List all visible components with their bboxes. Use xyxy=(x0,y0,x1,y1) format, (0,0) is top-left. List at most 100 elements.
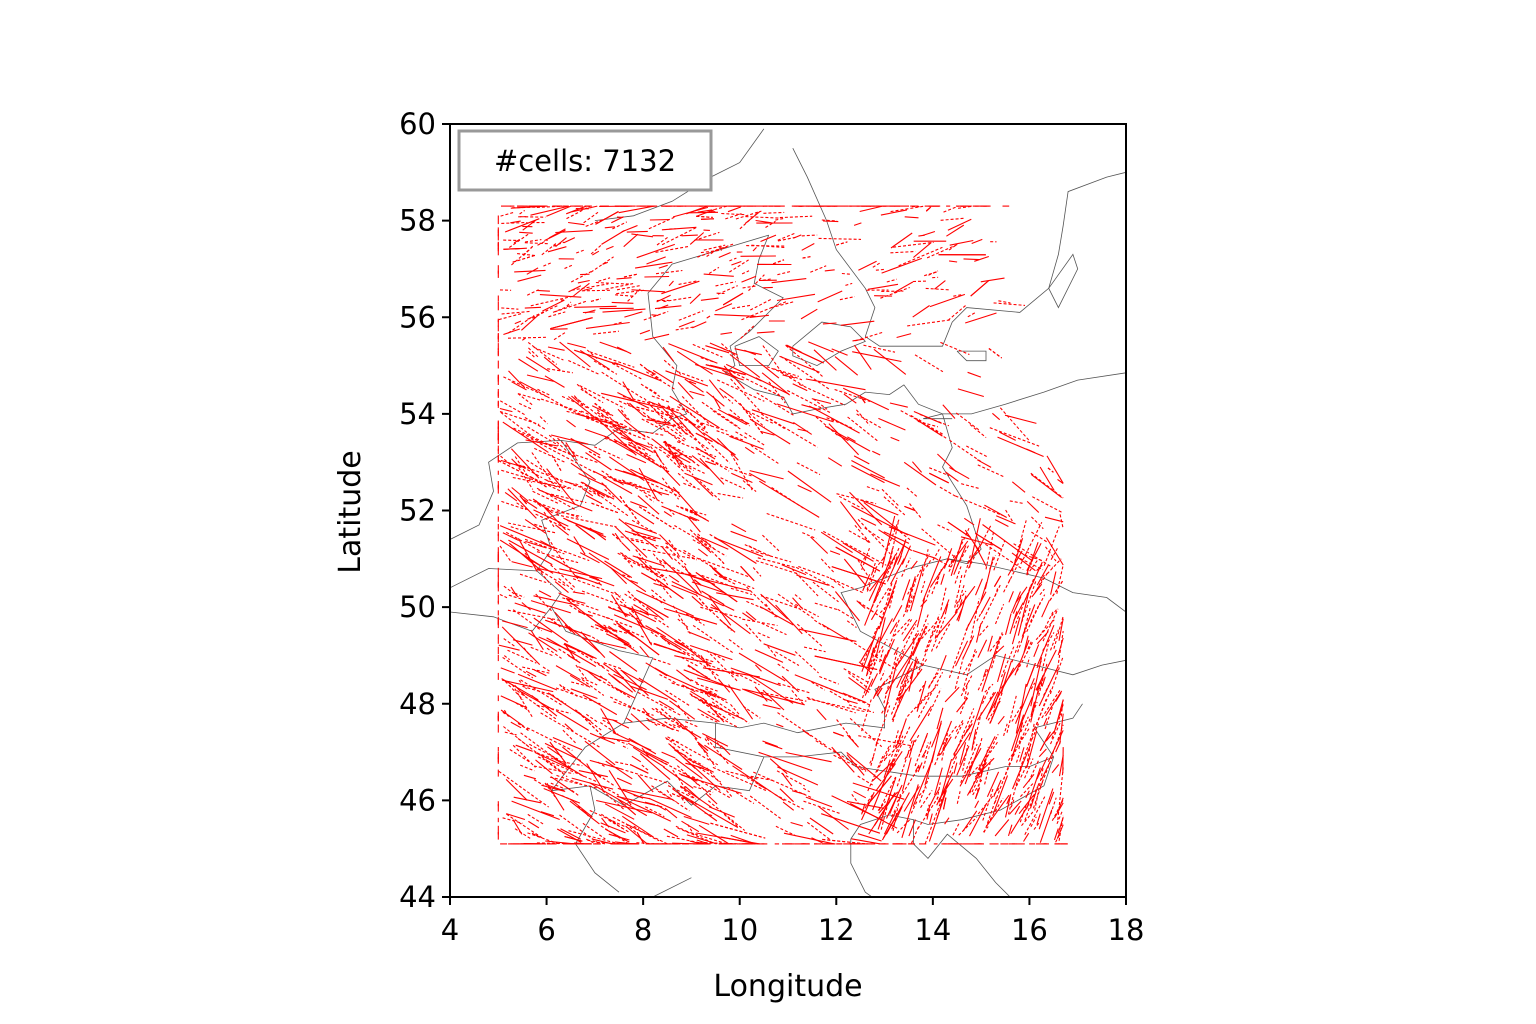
cell-track xyxy=(699,688,727,701)
cell-track xyxy=(550,782,564,789)
cell-track xyxy=(547,246,567,253)
cell-track xyxy=(785,345,824,378)
cell-track xyxy=(720,477,746,490)
border-line xyxy=(724,234,1126,415)
cell-track xyxy=(829,690,850,703)
cell-track xyxy=(955,640,969,667)
cell-track xyxy=(762,740,778,748)
cell-track xyxy=(953,294,962,297)
cell-track xyxy=(622,574,631,578)
cell-track xyxy=(531,452,554,484)
cell-track xyxy=(901,557,911,577)
cell-track xyxy=(776,293,816,302)
cell-track xyxy=(994,760,1011,803)
cell-track xyxy=(867,753,885,792)
cell-track xyxy=(527,813,545,826)
cell-track xyxy=(550,493,587,504)
cell-track xyxy=(550,755,573,769)
cell-track xyxy=(868,581,879,602)
cell-track xyxy=(775,825,796,837)
cell-track xyxy=(969,598,980,644)
cell-track xyxy=(846,800,885,809)
cell-track xyxy=(1036,563,1044,571)
cell-track xyxy=(695,446,716,460)
cell-track xyxy=(963,554,972,578)
cell-track xyxy=(717,285,738,295)
cell-track xyxy=(971,729,977,751)
cell-track xyxy=(534,751,574,771)
cell-track xyxy=(851,505,909,536)
cell-track xyxy=(1020,716,1029,733)
cell-track xyxy=(569,800,600,825)
cell-track xyxy=(993,540,1006,571)
cell-track xyxy=(1045,730,1055,742)
cell-track xyxy=(921,549,929,577)
cell-track xyxy=(1026,558,1039,576)
cell-track xyxy=(1036,699,1047,726)
cell-track xyxy=(620,669,649,697)
cell-track xyxy=(563,642,575,659)
cell-track xyxy=(900,410,945,436)
cell-track xyxy=(977,639,988,658)
cell-track xyxy=(589,576,615,587)
cell-track xyxy=(597,412,653,440)
cell-track xyxy=(886,542,906,582)
cell-track xyxy=(882,519,900,560)
cell-track xyxy=(688,429,707,452)
cell-track xyxy=(583,287,593,291)
cell-track xyxy=(595,281,631,285)
cell-track xyxy=(511,458,521,469)
cell-track xyxy=(936,720,953,757)
cell-track xyxy=(685,677,699,684)
cell-track xyxy=(696,535,710,546)
cell-track xyxy=(638,506,675,530)
cell-track xyxy=(1045,546,1057,562)
cell-track xyxy=(530,600,571,614)
cell-track xyxy=(848,676,870,693)
cell-track xyxy=(762,534,780,552)
cell-track xyxy=(564,480,575,485)
cell-track xyxy=(987,700,1001,721)
cell-track xyxy=(568,285,582,293)
cell-track xyxy=(679,793,739,828)
cell-track xyxy=(994,603,1005,625)
cell-track xyxy=(510,586,517,596)
cell-track xyxy=(520,679,563,706)
cell-track xyxy=(790,821,803,827)
cell-track xyxy=(856,413,881,429)
cell-track xyxy=(713,536,757,564)
cell-track xyxy=(765,603,776,618)
cell-track xyxy=(500,211,514,217)
cell-track xyxy=(566,598,607,631)
cell-track xyxy=(590,298,602,302)
cell-track xyxy=(1048,791,1055,805)
cell-track xyxy=(861,698,872,732)
cell-track xyxy=(613,614,658,634)
cell-track xyxy=(555,229,593,234)
cell-track xyxy=(763,211,785,214)
cell-track xyxy=(873,680,886,697)
cell-track xyxy=(648,400,679,414)
cell-track xyxy=(1019,725,1036,770)
cell-track xyxy=(994,587,999,597)
cell-track xyxy=(631,539,670,549)
cell-track xyxy=(502,421,549,453)
cell-track xyxy=(1030,665,1041,707)
cell-track xyxy=(708,266,720,274)
cell-track xyxy=(705,364,746,376)
cell-track xyxy=(904,505,916,512)
cell-track xyxy=(558,592,574,601)
cell-track xyxy=(547,346,565,351)
cell-track xyxy=(586,838,596,845)
cell-track xyxy=(901,579,911,601)
cell-track xyxy=(638,677,677,703)
cell-track xyxy=(676,441,717,458)
cell-track xyxy=(803,800,840,814)
cell-track xyxy=(906,692,930,717)
cell-track xyxy=(633,604,649,614)
cell-track xyxy=(598,277,611,282)
cell-track xyxy=(544,375,565,388)
cell-track xyxy=(687,664,710,680)
cell-track xyxy=(1004,414,1037,424)
cell-track xyxy=(992,645,1005,657)
